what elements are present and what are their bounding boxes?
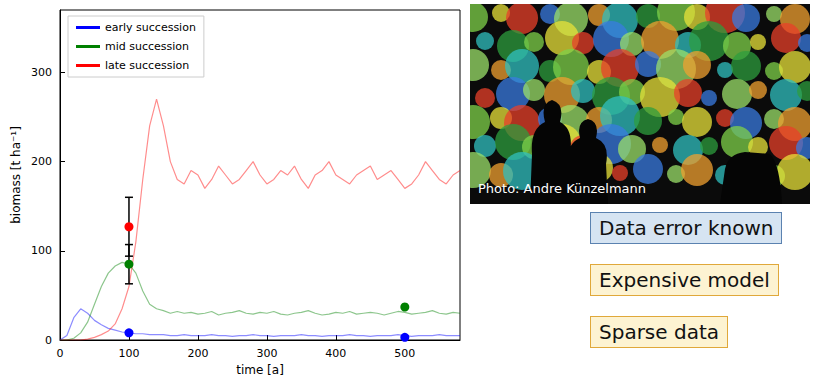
svg-text:time [a]: time [a]	[236, 363, 284, 377]
svg-text:300: 300	[31, 66, 52, 79]
html-text:Data error known: Data error known	[599, 216, 774, 240]
svg-text:0: 0	[57, 347, 64, 360]
svg-text:200: 200	[187, 347, 208, 360]
html-text:Sparse data: Sparse data	[599, 320, 719, 344]
svg-text:0: 0	[45, 334, 52, 347]
svg-text:200: 200	[31, 155, 52, 168]
svg-text:300: 300	[256, 347, 277, 360]
svg-text:mid succession: mid succession	[105, 40, 189, 53]
svg-text:late succession: late succession	[105, 59, 189, 72]
svg-text:400: 400	[325, 347, 346, 360]
html-text:Photo: Andre Künzelmann: Photo: Andre Künzelmann	[478, 181, 647, 196]
svg-text:biomass [t ha⁻¹]: biomass [t ha⁻¹]	[9, 126, 23, 224]
svg-text:early succession: early succession	[105, 21, 196, 34]
svg-text:500: 500	[394, 347, 415, 360]
svg-text:100: 100	[31, 244, 52, 257]
svg-text:100: 100	[118, 347, 139, 360]
html-text:Expensive model: Expensive model	[599, 268, 770, 292]
